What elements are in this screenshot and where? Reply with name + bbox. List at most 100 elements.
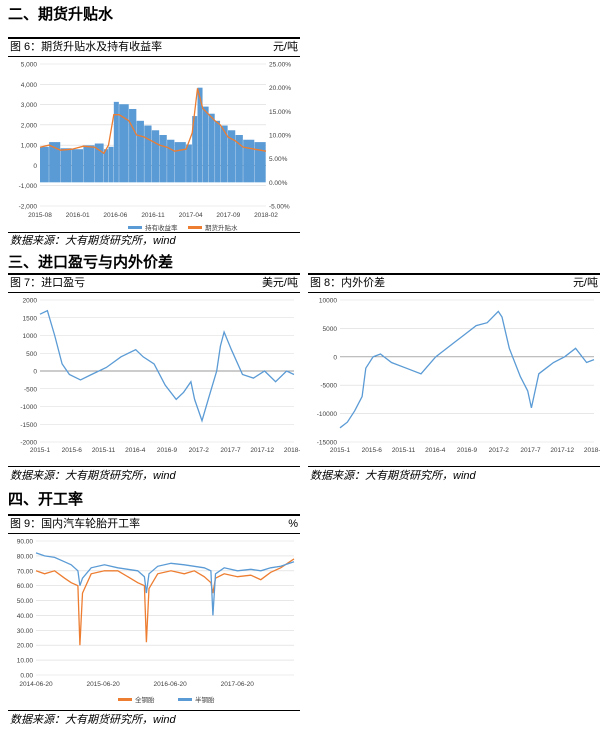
bar (113, 101, 119, 183)
bar (192, 116, 198, 183)
y-tick-label: -10000 (317, 411, 338, 418)
figure-9-title: 图 9：国内汽车轮胎开工率 (10, 518, 141, 530)
figure-top-rule (308, 273, 600, 275)
x-tick-label: 2016-4 (125, 447, 146, 454)
y-tick-label: 0 (33, 369, 37, 376)
y2-tick-label: -5.00% (269, 204, 290, 211)
figure-7-unit: 美元/吨 (261, 277, 298, 289)
y-tick-label: -1000 (20, 404, 37, 411)
figure-title-rule (308, 292, 600, 293)
legend-swatch (178, 698, 192, 701)
bar (40, 146, 49, 183)
y-tick-label: -1500 (20, 422, 37, 429)
x-tick-label: 2017-12 (550, 447, 574, 454)
figure-9-source: 数据来源：大有期货研究所，wind (10, 714, 176, 726)
bar (215, 120, 221, 183)
x-tick-label: 2018-02 (254, 212, 278, 219)
x-tick-label: 2016-06 (103, 212, 127, 219)
legend-swatch (118, 698, 132, 701)
y-tick-label: 10.00 (17, 658, 34, 665)
series-line-0 (35, 558, 295, 646)
y-tick-label: 4,000 (21, 82, 38, 89)
figure-8-chart: -15000 -10000 -5000 0 5000 10000 2015-1 2015-6 2… (317, 298, 600, 455)
bar (186, 144, 192, 183)
section-heading-import-profit: 三、进口盈亏与内外价差 (8, 254, 174, 271)
x-tick-label: 2015-06-20 (86, 681, 120, 688)
figure-7-chart: -2000 -1500 -1000 -500 0 500 1000 1500 2000 2015-… (20, 298, 300, 455)
bar (129, 108, 137, 183)
bar (227, 130, 236, 183)
x-tick-label: 2016-11 (141, 212, 165, 219)
figure-bottom-rule (8, 466, 300, 467)
bar (119, 104, 129, 183)
series-line-main (39, 309, 295, 423)
figure-9-chart: 0.00 10.00 20.00 30.00 40.00 50.00 60.00 70.00 8… (17, 539, 295, 704)
y-tick-label: -500 (24, 386, 37, 393)
bar (235, 135, 243, 183)
y-tick-label: 0 (33, 163, 37, 170)
section-heading-futures-basis: 二、期货升贴水 (8, 6, 114, 23)
y-tick-label: 2,000 (21, 122, 38, 129)
bar (208, 113, 215, 183)
y2-tick-label: 0.00% (269, 180, 288, 187)
y-tick-label: 5,000 (21, 62, 38, 69)
y-tick-label: -5000 (320, 383, 337, 390)
figure-6-title: 图 6：期货升贴水及持有收益率 (10, 41, 163, 53)
x-tick-label: 2016-06-20 (154, 681, 188, 688)
bar (254, 142, 266, 183)
series-line-main (339, 310, 595, 429)
x-tick-label: 2017-2 (189, 447, 210, 454)
y-tick-label: 1,000 (21, 143, 38, 150)
bar (197, 87, 203, 183)
y2-tick-label: 10.00% (269, 133, 291, 140)
bar (243, 139, 255, 183)
figure-title-rule (8, 533, 300, 534)
figure-8-source: 数据来源：大有期货研究所，wind (310, 470, 476, 482)
legend-swatch (128, 226, 142, 229)
x-tick-label: 2014-06-20 (19, 681, 53, 688)
y-tick-label: 70.00 (17, 568, 34, 575)
x-tick-label: 2017-09 (216, 212, 240, 219)
y-tick-label: 0.00 (20, 673, 33, 680)
y-tick-label: 3,000 (21, 102, 38, 109)
x-tick-label: 2016-9 (157, 447, 178, 454)
figure-9-unit: % (288, 518, 298, 530)
x-tick-label: 2015-1 (330, 447, 351, 454)
y-tick-label: -1,000 (19, 183, 38, 190)
x-tick-label: 2018-5 (584, 447, 600, 454)
bar (49, 142, 61, 183)
x-tick-label: 2016-4 (425, 447, 446, 454)
y-tick-label: 40.00 (17, 613, 34, 620)
x-tick-label: 2015-11 (392, 447, 416, 454)
figure-bottom-rule (8, 710, 300, 711)
y-tick-label: 10000 (319, 298, 337, 305)
bar (94, 143, 104, 183)
y-tick-label: -2,000 (19, 204, 38, 211)
legend-swatch (188, 226, 202, 229)
x-tick-label: 2016-9 (457, 447, 478, 454)
figure-8-unit: 元/吨 (572, 277, 598, 289)
legend-label: 持有收益率 (145, 223, 178, 232)
y-tick-label: 50.00 (17, 598, 34, 605)
figure-6-chart: -2,000 -1,000 0 1,000 2,000 3,000 4,000 5,000 -5… (19, 62, 292, 233)
y-tick-label: 5000 (323, 326, 338, 333)
y-tick-label: 2000 (23, 298, 38, 305)
bar (71, 149, 84, 183)
x-tick-label: 2017-06-20 (221, 681, 255, 688)
x-tick-label: 2016-01 (66, 212, 90, 219)
figure-title-rule (8, 292, 300, 293)
section-heading-operating-rate: 四、开工率 (8, 491, 84, 508)
legend-label: 期货升贴水 (205, 223, 238, 232)
y-tick-label: 80.00 (17, 553, 34, 560)
series-line-1 (35, 552, 295, 616)
legend-label: 全钢胎 (135, 695, 155, 704)
bar (220, 125, 228, 183)
y-tick-label: 1000 (23, 333, 38, 340)
bar (202, 106, 209, 183)
y-tick-label: 20.00 (17, 643, 34, 650)
y-tick-label: 0 (333, 354, 337, 361)
x-tick-label: 2015-1 (30, 447, 51, 454)
x-tick-label: 2017-12 (250, 447, 274, 454)
figure-6-unit: 元/吨 (272, 41, 298, 53)
legend-label: 半钢胎 (195, 695, 215, 704)
